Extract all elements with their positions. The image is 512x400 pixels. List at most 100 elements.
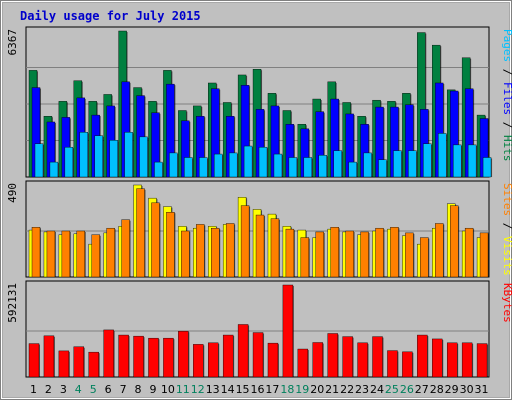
bar-sites-day-31 [479, 232, 489, 278]
bar-kbytes-day-19 [297, 348, 309, 378]
x-tick-day-10: 10 [161, 383, 175, 396]
x-tick-day-26: 26 [400, 383, 414, 396]
legend-kbytes: KBytes [501, 283, 512, 323]
bar-pages-day-7 [124, 132, 133, 178]
bar-pages-day-8 [139, 136, 148, 178]
bar-pages-day-28 [438, 133, 447, 178]
bar-sites-day-9 [151, 202, 160, 278]
legend-entry: Pages [501, 29, 512, 62]
legend-entry: Visits [501, 236, 512, 276]
bar-sites-day-3 [61, 230, 71, 278]
bar-kbytes-day-23 [357, 342, 368, 378]
bar-pages-day-10 [169, 152, 178, 178]
bar-pages-day-17 [273, 153, 283, 178]
bar-pages-day-29 [452, 144, 462, 178]
series-kbytes [28, 284, 489, 378]
bar-sites-day-5 [91, 234, 100, 278]
bar-pages-day-21 [333, 150, 342, 178]
x-tick-day-24: 24 [370, 383, 384, 396]
legend-hits_files_pages: Pages / Files / Hits [501, 29, 512, 162]
bar-pages-day-1 [34, 143, 44, 178]
bar-sites-day-11 [181, 230, 190, 278]
bar-kbytes-day-21 [327, 333, 338, 378]
bar-kbytes-day-18 [282, 284, 294, 378]
bar-kbytes-day-3 [58, 350, 70, 378]
x-tick-day-25: 25 [385, 383, 399, 396]
x-tick-day-6: 6 [105, 383, 112, 396]
bar-kbytes-day-10 [163, 337, 174, 378]
bar-kbytes-day-17 [267, 342, 279, 378]
bar-sites-day-12 [196, 224, 205, 278]
bar-sites-day-13 [211, 227, 220, 278]
legend-entry: Sites [501, 183, 512, 216]
bar-kbytes-day-24 [372, 336, 383, 378]
series-sites [31, 188, 490, 278]
y-max-label: 592131 [6, 283, 19, 323]
x-tick-day-11: 11 [176, 383, 190, 396]
bar-pages-day-20 [318, 155, 327, 178]
bar-kbytes-day-5 [88, 351, 99, 378]
bar-kbytes-day-2 [43, 335, 55, 378]
bar-pages-day-13 [214, 153, 223, 178]
bar-pages-day-2 [49, 161, 59, 178]
bar-kbytes-day-14 [222, 334, 234, 378]
bar-pages-day-18 [288, 157, 298, 178]
x-axis-day-labels: 1 2 3 4 5 6 7 8 9 10 11 12 13 14 15 16 17 18 19 20 21 22 23 24 2… [30, 383, 489, 396]
bar-sites-day-26 [405, 232, 414, 278]
bar-kbytes-day-9 [148, 337, 159, 378]
x-tick-day-4: 4 [75, 383, 82, 396]
x-tick-day-2: 2 [45, 383, 52, 396]
bar-kbytes-day-12 [193, 344, 204, 378]
y-max-label: 6367 [6, 29, 19, 56]
x-tick-day-27: 27 [415, 383, 429, 396]
panel-hits_files_pages: 6367 Pages / Files / Hits [6, 26, 512, 178]
bar-pages-day-25 [393, 150, 402, 178]
bar-kbytes-day-26 [402, 351, 413, 378]
bar-kbytes-day-6 [103, 329, 114, 378]
bar-sites-day-29 [449, 205, 459, 278]
x-tick-day-5: 5 [90, 383, 97, 396]
bar-sites-day-23 [360, 231, 369, 278]
panel-visits_sites: 490 Sites / Visits [6, 180, 512, 278]
bar-pages-day-19 [303, 157, 313, 178]
series-pages [34, 132, 493, 178]
legend-entry: KBytes [501, 283, 512, 323]
x-tick-day-21: 21 [325, 383, 339, 396]
bar-sites-day-1 [31, 227, 41, 278]
bar-pages-day-14 [228, 152, 238, 178]
x-tick-day-8: 8 [135, 383, 142, 396]
bar-sites-day-16 [255, 214, 265, 278]
series-files [31, 81, 490, 178]
x-tick-day-12: 12 [191, 383, 205, 396]
bar-sites-day-6 [106, 227, 115, 278]
x-tick-day-16: 16 [251, 383, 265, 396]
x-tick-day-23: 23 [355, 383, 369, 396]
x-tick-day-18: 18 [280, 383, 294, 396]
x-tick-day-7: 7 [120, 383, 127, 396]
bar-kbytes-day-7 [118, 334, 129, 378]
panel-kbytes: 592131 KBytes [6, 280, 512, 378]
bar-pages-day-23 [363, 152, 372, 178]
x-tick-day-1: 1 [30, 383, 37, 396]
bar-pages-day-31 [482, 157, 492, 178]
bar-sites-day-28 [435, 223, 444, 278]
bar-sites-day-17 [270, 218, 280, 278]
x-tick-day-28: 28 [430, 383, 444, 396]
bar-pages-day-27 [423, 143, 432, 178]
x-tick-day-29: 29 [445, 383, 459, 396]
legend-entry: Hits [501, 135, 512, 162]
bar-pages-day-26 [408, 150, 417, 178]
x-tick-day-3: 3 [60, 383, 67, 396]
legend-entry: / [501, 216, 512, 236]
legend-entry: Files [501, 82, 512, 115]
bar-sites-day-19 [300, 237, 310, 278]
x-tick-day-15: 15 [236, 383, 250, 396]
bar-pages-day-9 [154, 161, 163, 178]
bar-pages-day-24 [378, 159, 387, 178]
bar-sites-day-27 [420, 237, 429, 278]
bar-pages-day-4 [79, 132, 89, 178]
bar-kbytes-day-20 [312, 342, 323, 378]
